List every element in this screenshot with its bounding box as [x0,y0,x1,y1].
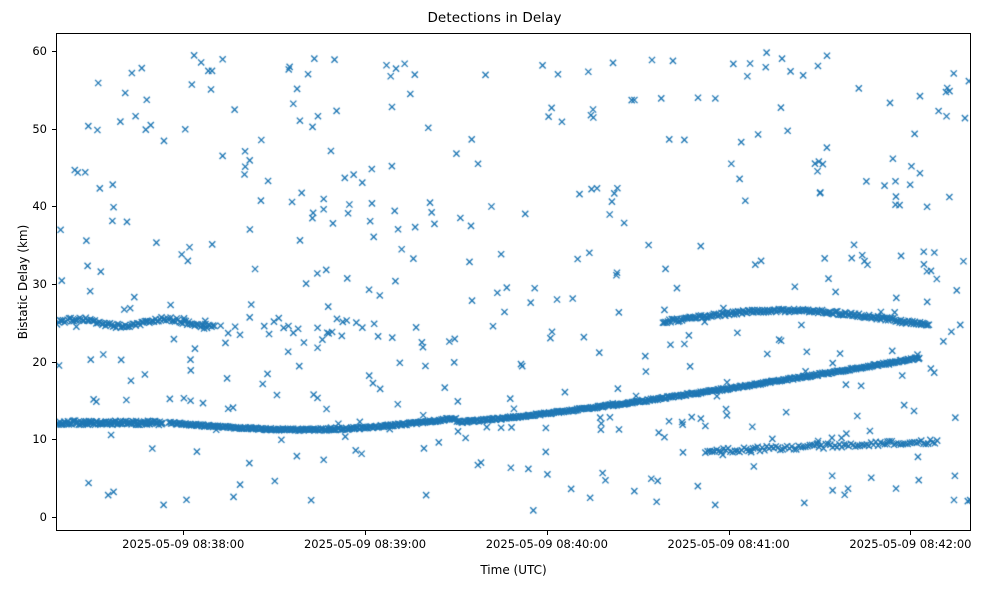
x-tick-label: 2025-05-09 08:42:00 [849,537,972,551]
page-title: Detections in Delay [427,10,562,26]
y-tick-label: 30 [32,276,47,291]
x-tick-mark [365,531,367,535]
y-tick-mark [52,439,56,441]
plot-area [56,33,971,531]
y-axis-tick-marks [52,33,57,531]
x-tick-label: 2025-05-09 08:40:00 [485,537,608,551]
y-tick-label: 0 [39,510,47,524]
x-axis-tick-labels: 2025-05-09 08:38:00 2025-05-09 08:39:00 20… [56,537,971,553]
x-tick-label: 2025-05-09 08:38:00 [122,537,245,551]
x-tick-mark [183,531,185,535]
x-tick-label: 2025-05-09 08:39:00 [303,537,427,551]
x-tick-label: 2025-05-09 08:41:00 [667,537,790,551]
y-axis-tick-labels: 0 10 20 30 40 50 60 [0,33,47,531]
y-tick-label: 50 [32,121,47,136]
y-tick-mark [52,361,56,363]
x-axis-tick-marks [56,531,971,536]
x-tick-mark [910,531,912,535]
y-tick-mark [52,517,56,519]
x-tick-mark [728,531,730,535]
y-tick-label: 20 [32,354,47,369]
x-tick-mark [546,531,548,535]
y-tick-label: 60 [32,43,47,58]
y-tick-mark [52,50,56,52]
x-axis-label: Time (UTC) [480,563,547,577]
scatter-points-layer [57,34,970,530]
y-tick-mark [52,283,56,285]
y-tick-mark [52,206,56,208]
y-tick-label: 10 [32,432,47,447]
y-tick-mark [52,128,56,130]
y-tick-label: 40 [32,199,47,214]
